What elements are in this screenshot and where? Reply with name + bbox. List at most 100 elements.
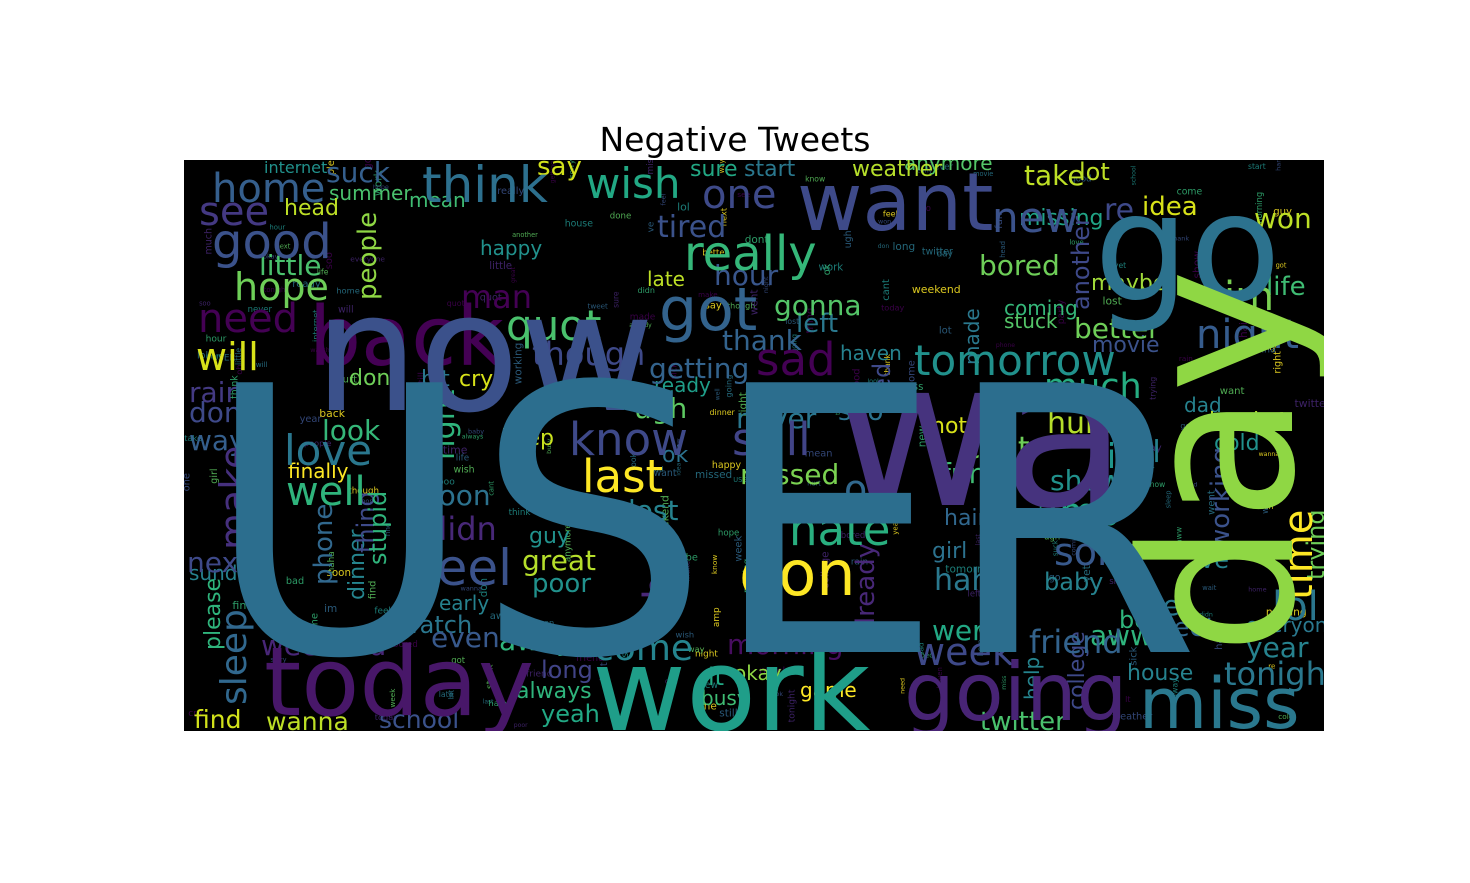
filler-word: man	[1096, 505, 1115, 515]
filler-word: weekend	[912, 283, 961, 296]
word-dont: dont	[189, 396, 253, 429]
filler-word: people	[304, 438, 331, 448]
filler-word: maybe	[664, 553, 698, 564]
word-another: another	[1067, 216, 1095, 310]
filler-word: okay	[263, 252, 279, 260]
filler-word: good	[1071, 174, 1092, 184]
filler-word: suck	[1052, 539, 1060, 556]
filler-word: much	[203, 228, 214, 255]
word-way: way	[189, 424, 246, 457]
filler-word: im	[324, 603, 337, 615]
word-happy: happy	[480, 236, 542, 260]
filler-word: lt	[1125, 695, 1130, 704]
filler-word: make	[698, 290, 717, 299]
filler-word: left	[1127, 574, 1137, 589]
word-day: day	[1097, 269, 1324, 655]
filler-word: sorry	[567, 160, 576, 178]
filler-word: stuck	[485, 664, 496, 689]
word-yeah: yeah	[541, 700, 600, 728]
word-sunday: sunday	[189, 561, 262, 585]
filler-word: bed	[920, 650, 933, 659]
word-hope: hope	[234, 265, 329, 309]
word-tired: tired	[657, 210, 726, 245]
word-ugh: ugh	[634, 392, 687, 425]
filler-word: feeling	[374, 607, 404, 617]
filler-word: done	[610, 212, 631, 222]
filler-word: guy	[1273, 207, 1292, 218]
word-summer: summer	[329, 181, 412, 205]
word-really: really	[684, 226, 817, 282]
filler-word: ve	[646, 222, 656, 233]
filler-word: sad	[917, 642, 926, 655]
word-need: need	[198, 296, 298, 342]
word-soon: soon	[424, 479, 491, 512]
word-know: know	[569, 413, 688, 466]
word-busy: busy	[701, 686, 749, 710]
word-already: already	[851, 543, 881, 640]
word-going: going	[904, 646, 1127, 731]
filler-word: know	[710, 555, 719, 575]
word-weather: weather	[852, 160, 943, 182]
word-much: much	[1044, 367, 1142, 407]
filler-word: school	[408, 457, 432, 466]
filler-word: college	[820, 551, 832, 589]
filler-word: game	[310, 613, 321, 641]
word-phone: phone	[309, 504, 339, 585]
filler-word: nothing	[1266, 605, 1307, 618]
filler-word: fun	[1261, 502, 1274, 511]
filler-word: party	[1056, 299, 1067, 324]
word-ready: ready	[654, 373, 711, 397]
word-haha: haha	[934, 563, 1009, 598]
filler-word: bit	[446, 690, 455, 700]
filler-word: hope	[718, 528, 739, 538]
filler-word: movie	[973, 170, 993, 178]
filler-word: never	[929, 162, 954, 172]
word-think: think	[422, 160, 548, 214]
word-bit: bit	[421, 367, 450, 392]
filler-word: ll	[747, 394, 758, 400]
word-anymore: anymore	[904, 160, 993, 175]
filler-word: always	[462, 433, 484, 440]
filler-word: sick	[669, 362, 679, 379]
filler-word: missed	[695, 469, 732, 481]
filler-word: dont	[599, 662, 610, 684]
word-cloud-svg: USERnowwagodayworkbackwanttodaygoingmiss…	[184, 160, 1324, 731]
filler-word: help	[976, 639, 985, 656]
filler-word: ugh	[1044, 532, 1060, 542]
filler-word: sleep	[1165, 490, 1173, 508]
word-keep: keep	[501, 426, 554, 451]
word-yet: yet	[1146, 589, 1191, 622]
filler-word: feel	[660, 193, 668, 205]
filler-word: life	[317, 267, 329, 276]
word-week: week	[914, 630, 1014, 674]
filler-word: friend	[526, 669, 552, 679]
filler-word: mean	[805, 449, 833, 460]
filler-word: need	[899, 678, 907, 694]
word-finally: finally	[288, 459, 349, 483]
word-cold: cold	[1214, 431, 1260, 456]
word-game: game	[800, 678, 857, 702]
filler-word: year	[300, 414, 323, 425]
word-wa: wa	[834, 316, 1127, 554]
filler-word: long	[893, 241, 916, 253]
word-year: year	[1246, 631, 1309, 664]
filler-word: way	[688, 644, 705, 654]
filler-word: missing	[743, 559, 753, 593]
filler-word: baby	[468, 428, 484, 436]
filler-word: right	[738, 392, 750, 416]
filler-word: missed	[646, 160, 656, 175]
filler-word: week	[733, 535, 744, 561]
filler-word: better	[1273, 322, 1293, 330]
filler-word: will	[256, 360, 268, 369]
filler-word: really	[1254, 342, 1277, 352]
filler-word: friend	[576, 653, 604, 664]
word-poor: poor	[532, 569, 591, 599]
word-left: left	[796, 309, 838, 339]
filler-word: lost	[785, 317, 799, 326]
word-today: today	[264, 628, 534, 731]
chart-title: Negative Tweets	[599, 120, 871, 159]
word-one: one	[702, 172, 776, 218]
filler-word: girl	[209, 468, 220, 483]
word-hate: hate	[789, 503, 890, 556]
filler-word: good	[851, 369, 862, 393]
